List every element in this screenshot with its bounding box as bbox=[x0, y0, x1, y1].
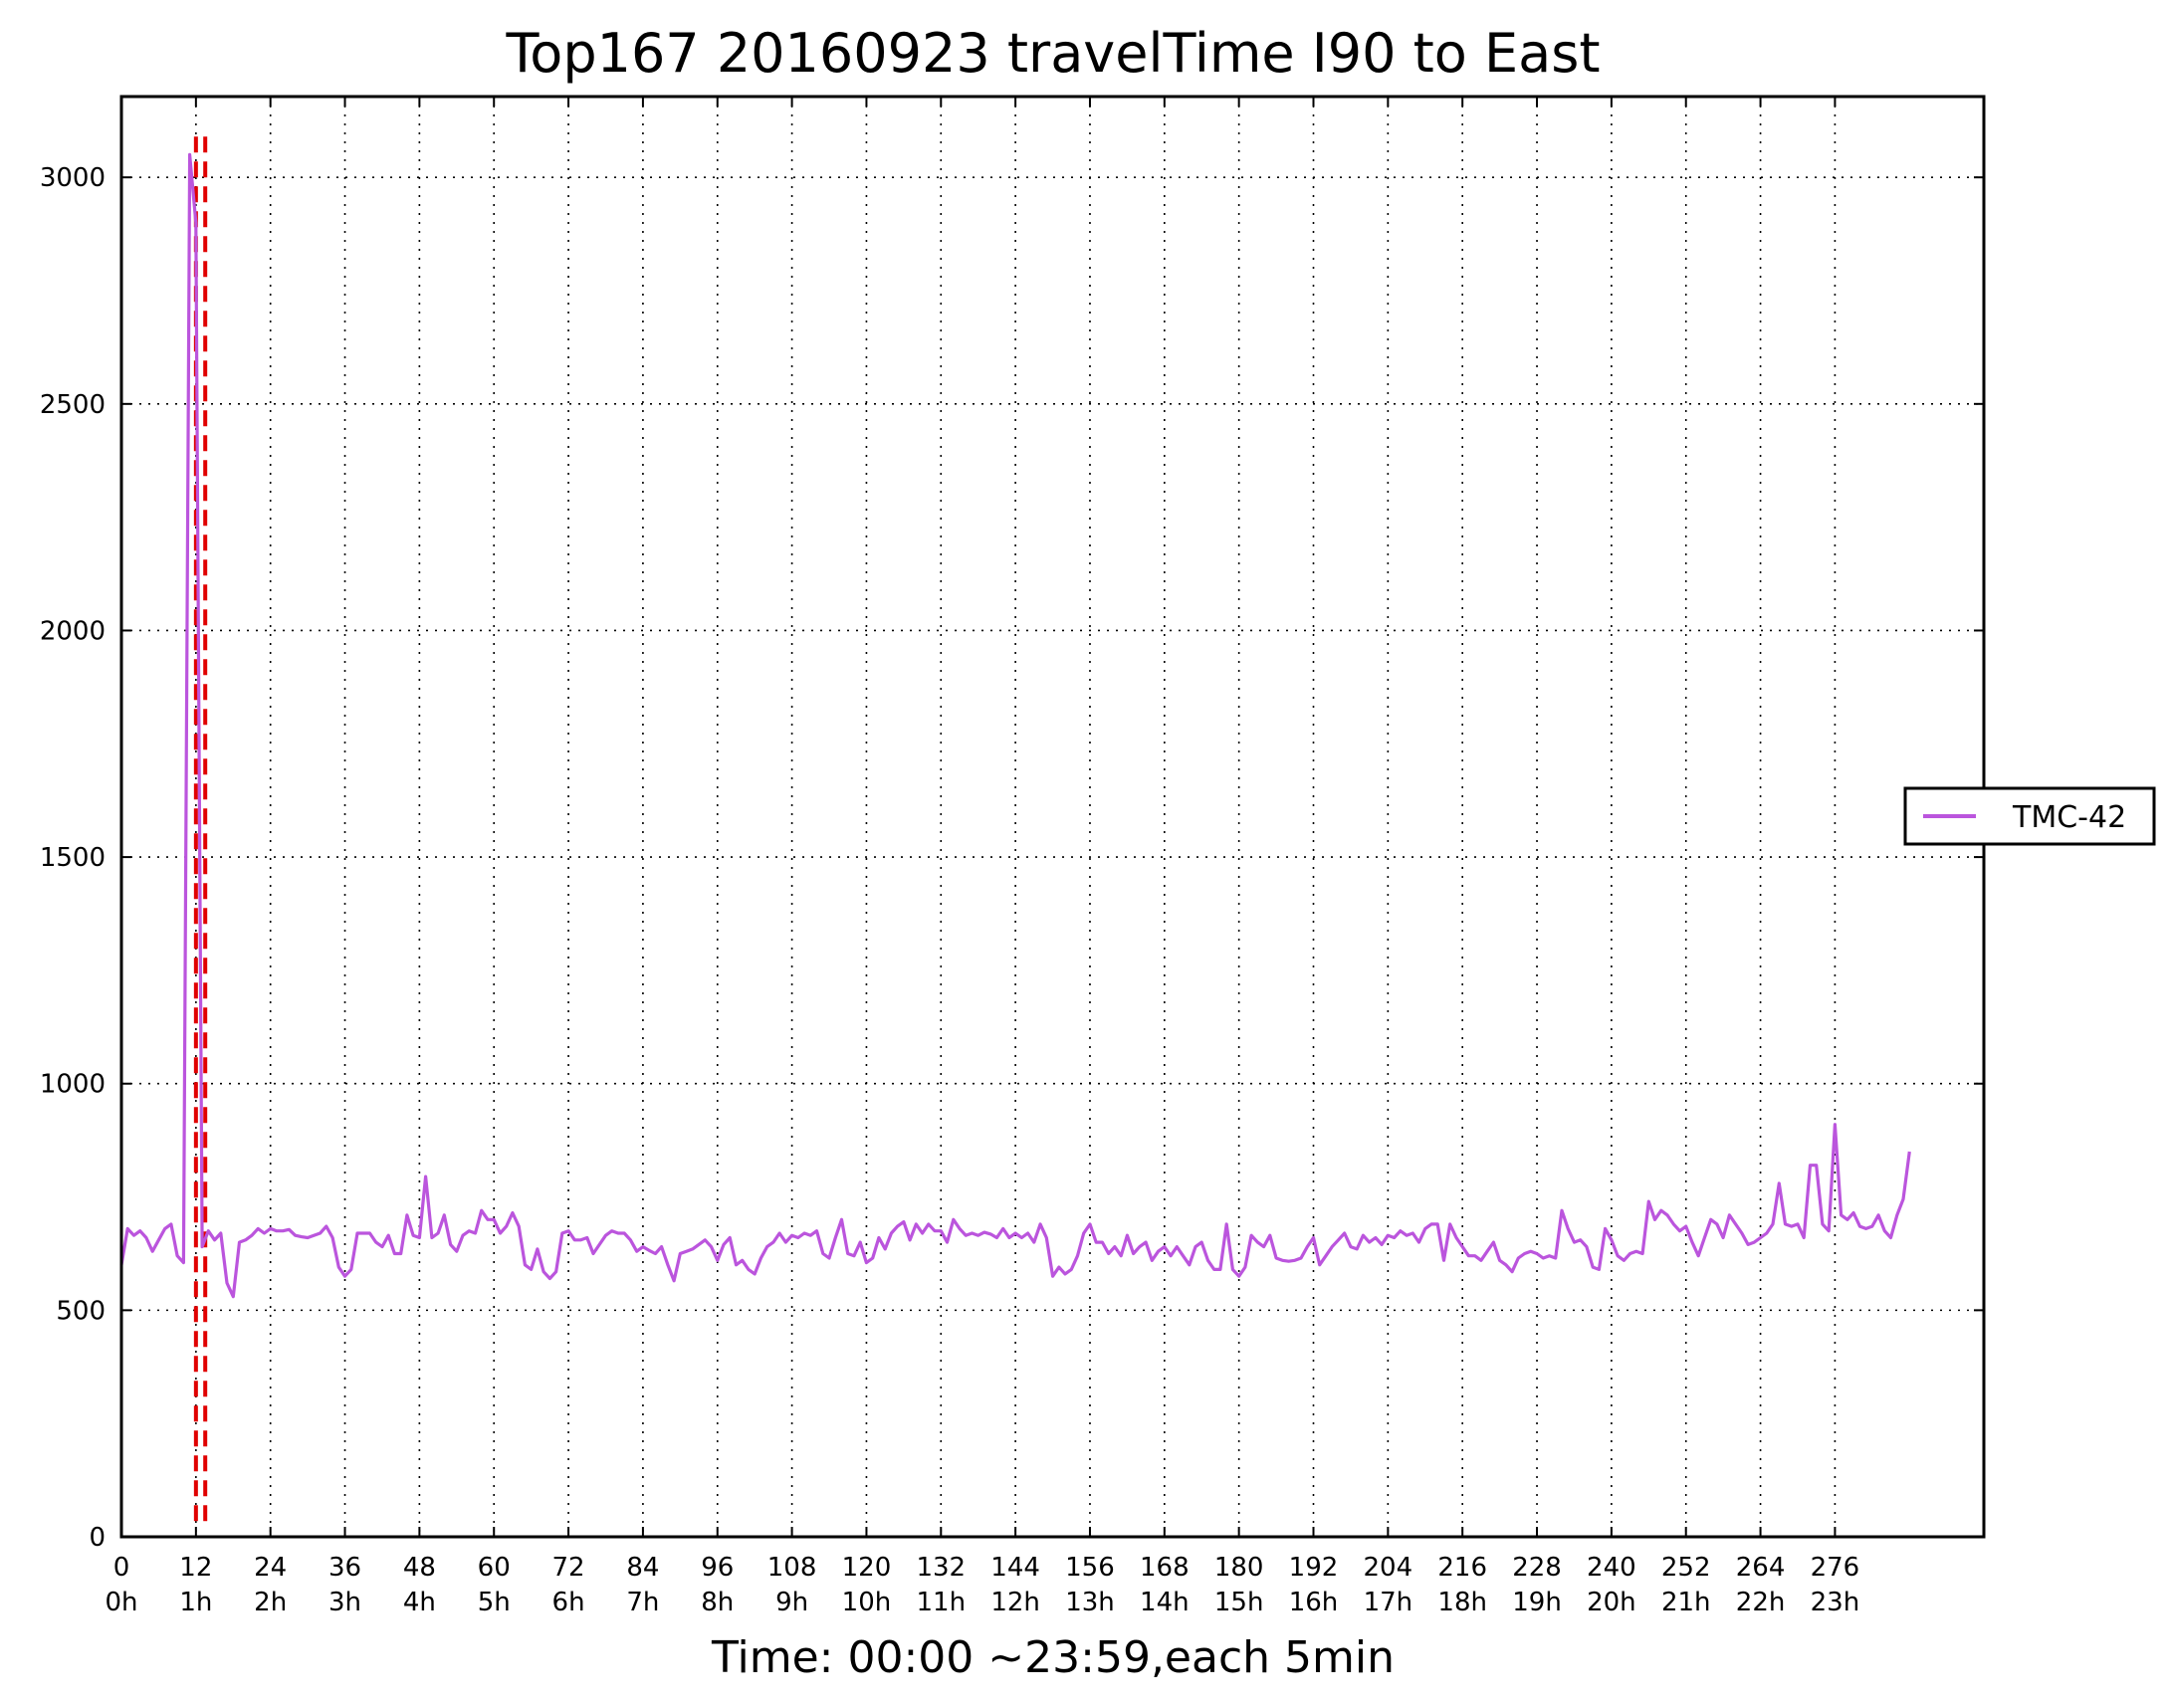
x-tick-label: 144 bbox=[990, 1553, 1040, 1583]
series-line-tmc-42 bbox=[119, 152, 1911, 1299]
legend-label-tmc-42: TMC-42 bbox=[2012, 800, 2126, 835]
x-tick-label: 204 bbox=[1364, 1553, 1413, 1583]
series-lines bbox=[119, 152, 1911, 1299]
x-tick-label: 240 bbox=[1587, 1553, 1636, 1583]
x-tick-sublabel: 21h bbox=[1661, 1588, 1711, 1617]
x-tick-sublabel: 23h bbox=[1811, 1588, 1860, 1617]
x-tick-label: 0 bbox=[113, 1553, 130, 1583]
x-tick-sublabel: 6h bbox=[552, 1588, 585, 1617]
y-tick-label: 1500 bbox=[40, 843, 106, 873]
x-tick-sublabel: 16h bbox=[1289, 1588, 1339, 1617]
x-tick-label: 48 bbox=[403, 1553, 436, 1583]
y-tick-label: 3000 bbox=[40, 163, 106, 193]
x-tick-label: 12 bbox=[179, 1553, 212, 1583]
x-tick-label: 120 bbox=[842, 1553, 892, 1583]
x-tick-label: 276 bbox=[1811, 1553, 1860, 1583]
axis-ticks: 0 0h 12 1h 24 2h 36 3h 48 4h 60 5h 72 6h 84 7h 96 8h 108 9h… bbox=[40, 97, 1984, 1617]
x-tick-sublabel: 20h bbox=[1587, 1588, 1636, 1617]
x-tick-label: 84 bbox=[626, 1553, 659, 1583]
x-tick-sublabel: 2h bbox=[254, 1588, 287, 1617]
x-tick-sublabel: 11h bbox=[917, 1588, 967, 1617]
x-tick-sublabel: 9h bbox=[775, 1588, 808, 1617]
x-tick-sublabel: 13h bbox=[1065, 1588, 1115, 1617]
y-tick-label: 1000 bbox=[40, 1070, 106, 1100]
y-tick-label: 500 bbox=[56, 1296, 106, 1326]
x-tick-label: 96 bbox=[701, 1553, 734, 1583]
x-tick-sublabel: 19h bbox=[1512, 1588, 1562, 1617]
x-tick-sublabel: 14h bbox=[1140, 1588, 1190, 1617]
x-tick-sublabel: 3h bbox=[328, 1588, 361, 1617]
x-axis-label: Time: 00:00 ~23:59,each 5min bbox=[711, 1632, 1395, 1683]
x-tick-sublabel: 17h bbox=[1364, 1588, 1413, 1617]
x-tick-sublabel: 1h bbox=[179, 1588, 212, 1617]
x-tick-sublabel: 7h bbox=[626, 1588, 659, 1617]
chart-title: Top167 20160923 travelTime I90 to East bbox=[505, 22, 1600, 85]
y-tick-label: 0 bbox=[89, 1523, 106, 1553]
x-tick-label: 60 bbox=[478, 1553, 511, 1583]
x-tick-label: 264 bbox=[1736, 1553, 1786, 1583]
x-tick-sublabel: 0h bbox=[105, 1588, 137, 1617]
x-tick-sublabel: 12h bbox=[990, 1588, 1040, 1617]
x-tick-label: 252 bbox=[1661, 1553, 1711, 1583]
x-tick-sublabel: 5h bbox=[478, 1588, 511, 1617]
x-tick-label: 156 bbox=[1065, 1553, 1115, 1583]
x-tick-sublabel: 10h bbox=[842, 1588, 892, 1617]
legend: TMC-42 bbox=[1903, 786, 2156, 846]
x-tick-label: 192 bbox=[1289, 1553, 1339, 1583]
x-tick-sublabel: 4h bbox=[403, 1588, 436, 1617]
x-tick-sublabel: 8h bbox=[701, 1588, 734, 1617]
x-tick-label: 216 bbox=[1437, 1553, 1487, 1583]
x-tick-sublabel: 18h bbox=[1437, 1588, 1487, 1617]
x-tick-sublabel: 15h bbox=[1214, 1588, 1264, 1617]
x-tick-label: 228 bbox=[1512, 1553, 1562, 1583]
x-tick-sublabel: 22h bbox=[1736, 1588, 1786, 1617]
x-tick-label: 180 bbox=[1214, 1553, 1264, 1583]
x-tick-label: 36 bbox=[328, 1553, 361, 1583]
x-tick-label: 108 bbox=[767, 1553, 817, 1583]
y-tick-label: 2500 bbox=[40, 390, 106, 420]
x-tick-label: 24 bbox=[254, 1553, 287, 1583]
x-tick-label: 132 bbox=[916, 1553, 966, 1583]
y-tick-label: 2000 bbox=[40, 616, 106, 646]
x-tick-label: 72 bbox=[552, 1553, 585, 1583]
x-tick-label: 168 bbox=[1140, 1553, 1190, 1583]
